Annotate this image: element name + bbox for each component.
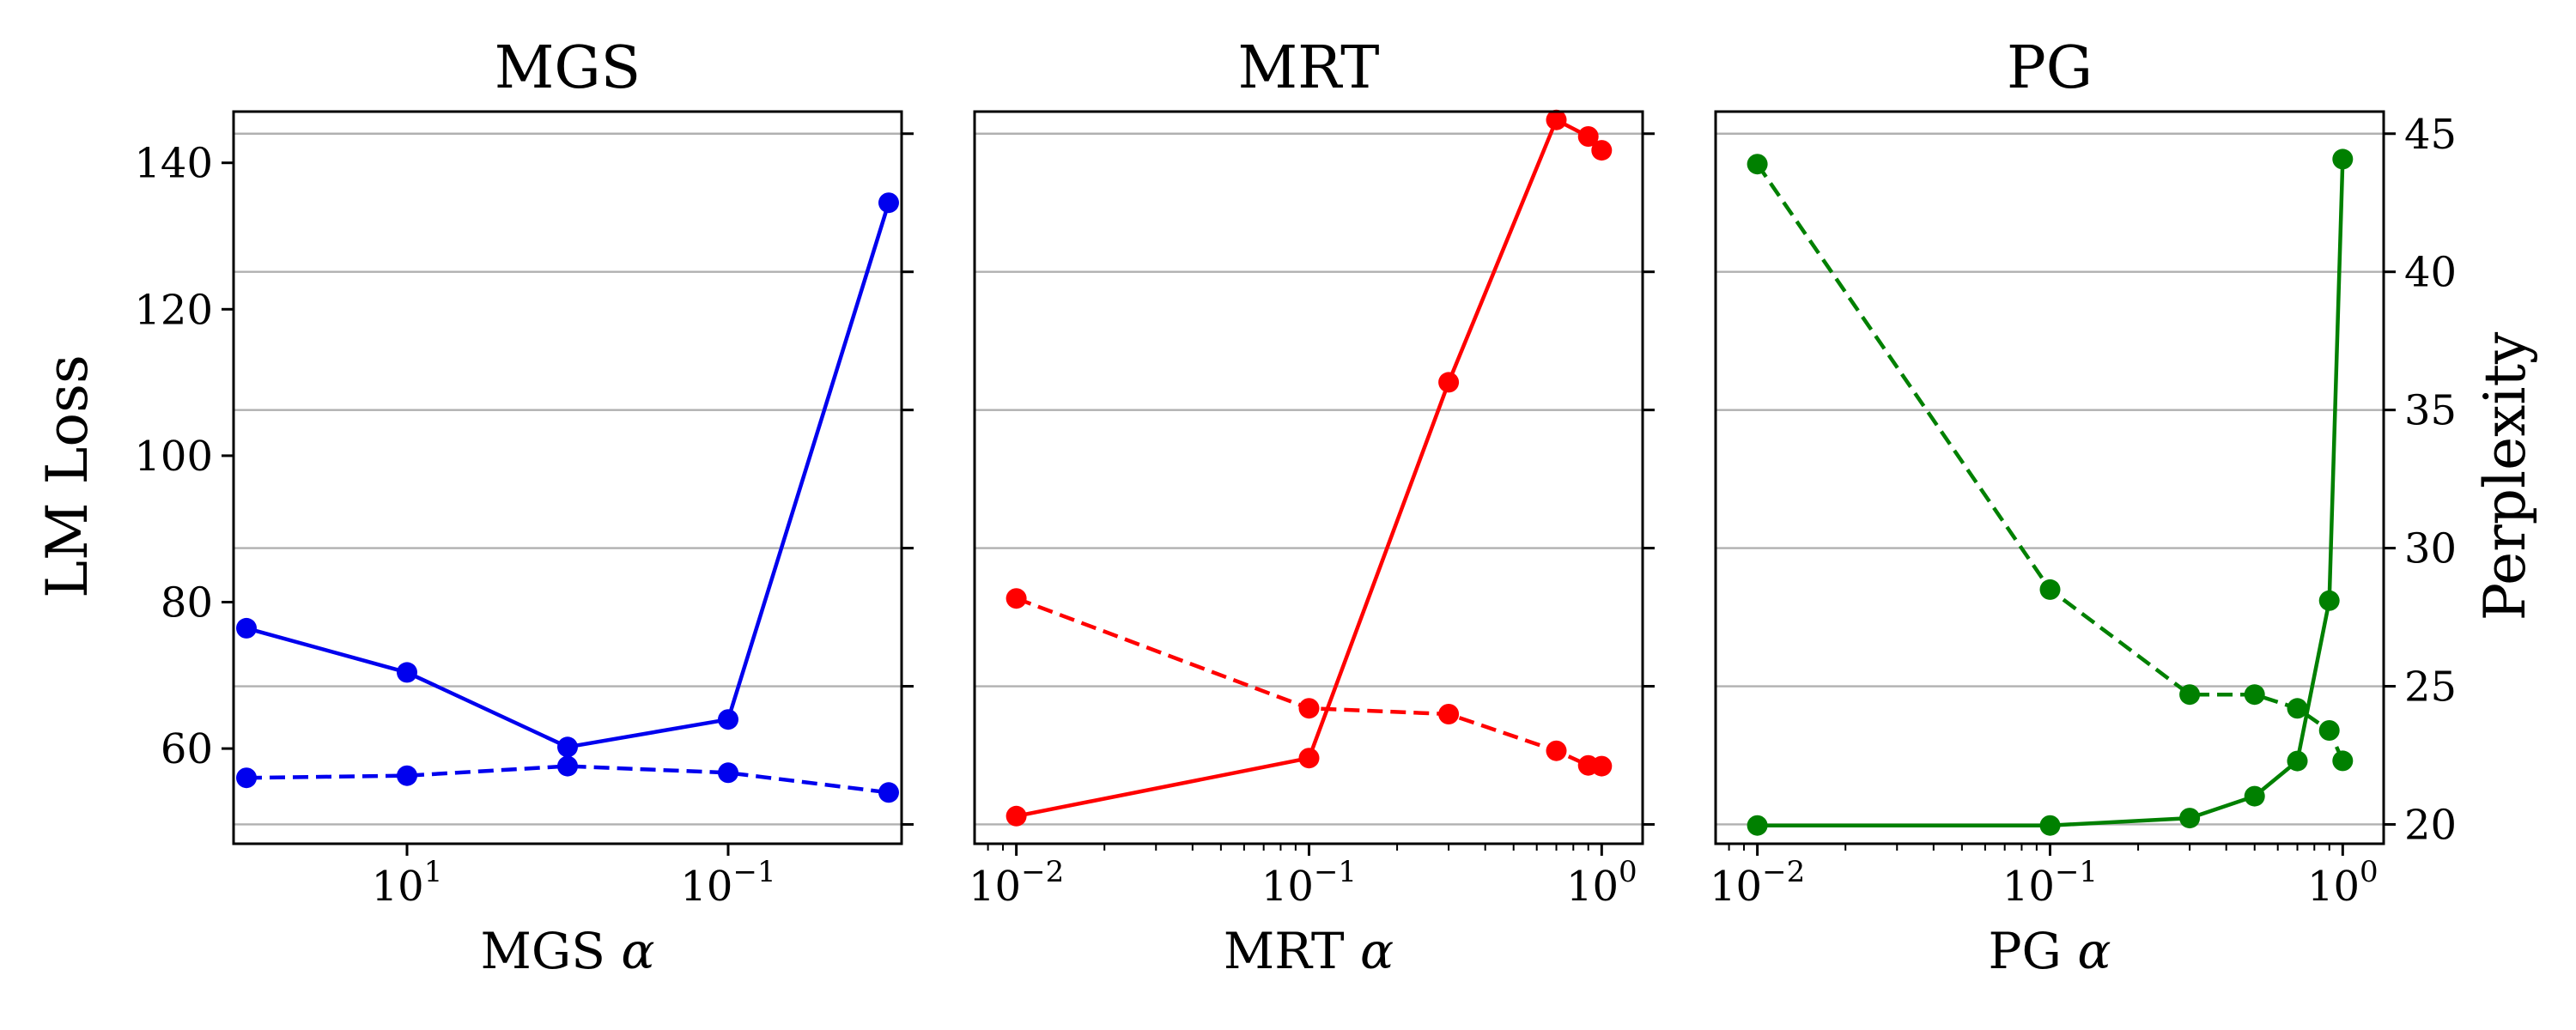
data-point-lm-loss <box>2287 750 2308 772</box>
x-tick-label: 10−1 <box>680 855 775 911</box>
right-tick-label: 25 <box>2404 663 2457 712</box>
data-point-lm-loss <box>878 782 899 803</box>
left-tick-label: 120 <box>134 286 213 334</box>
data-point-lm-loss <box>1546 740 1567 761</box>
left-tick-label: 140 <box>134 140 213 188</box>
right-tick-label: 35 <box>2404 387 2457 435</box>
data-point-lm-loss <box>397 765 417 786</box>
x-tick-label: 10−2 <box>1710 855 1805 911</box>
series-line-perplexity-dashed <box>1755 162 2345 762</box>
data-point-lm-loss <box>236 767 257 789</box>
series-line-lm-loss-solid <box>1757 159 2345 827</box>
data-point-perplexity <box>557 736 578 758</box>
y-axis-label-left: LM Loss <box>34 354 100 598</box>
data-point-perplexity <box>2318 720 2340 741</box>
left-tick-label: 100 <box>134 433 213 481</box>
data-point-perplexity <box>1546 109 1567 130</box>
data-point-lm-loss <box>2318 590 2340 611</box>
panel-title-mgs: MGS <box>495 34 641 102</box>
data-point-lm-loss <box>1298 698 1320 719</box>
x-tick-label: 101 <box>372 855 443 911</box>
data-point-perplexity <box>2287 698 2308 719</box>
data-point-lm-loss <box>1591 755 1613 777</box>
panel-title-mrt: MRT <box>1238 34 1380 102</box>
x-tick-label: 100 <box>1566 855 1637 911</box>
data-point-lm-loss <box>2244 785 2265 807</box>
series-line-lm-loss-dashed <box>1015 597 1602 768</box>
axes-mrt: 10−2 10−1 100 <box>969 109 1655 911</box>
x-tick-label: 10−2 <box>969 855 1064 911</box>
data-point-perplexity <box>236 617 257 639</box>
right-tick-label: 40 <box>2404 249 2457 297</box>
panel-mrt: MRT MRT α 10−2 10−1 100 <box>969 34 1655 980</box>
data-point-perplexity <box>1438 372 1460 393</box>
panel-title-pg: PG <box>2007 34 2093 102</box>
panel-pg: PG PG α Perplexity 20 25 30 35 40 45 10−2 10−1 1… <box>1710 34 2538 980</box>
plot-frame <box>973 110 1644 845</box>
x-axis-label-mrt: MRT α <box>1224 922 1394 980</box>
right-tick-label: 45 <box>2404 111 2457 159</box>
data-point-lm-loss <box>1747 815 1768 836</box>
x-tick-label: 10−1 <box>2002 855 2098 911</box>
axes-pg: 20 25 30 35 40 45 10−2 10−1 100 <box>1710 110 2457 911</box>
data-point-lm-loss <box>718 762 738 784</box>
x-axis-label-mgs: MGS α <box>480 922 654 980</box>
x-tick-label: 10−1 <box>1261 855 1357 911</box>
x-axis-label-pg: PG α <box>1989 922 2111 980</box>
x-tick-label: 100 <box>2307 855 2379 911</box>
data-point-perplexity <box>2244 684 2265 706</box>
data-point-perplexity <box>1747 154 1768 175</box>
data-point-perplexity <box>1591 140 1613 161</box>
data-point-lm-loss <box>2332 148 2354 170</box>
data-point-perplexity <box>1577 126 1599 147</box>
data-point-perplexity <box>1005 805 1027 827</box>
plot-frame <box>1714 110 2385 845</box>
left-tick-label: 80 <box>161 579 213 627</box>
data-point-lm-loss <box>557 755 578 777</box>
data-point-lm-loss <box>1005 588 1027 609</box>
plot-frame <box>232 110 903 845</box>
data-point-perplexity <box>878 192 899 214</box>
data-point-perplexity <box>397 662 417 683</box>
data-point-lm-loss <box>1438 704 1460 724</box>
series-line-lm-loss-dashed <box>246 764 890 795</box>
left-tick-label: 60 <box>161 725 213 773</box>
axes-mgs: 60 80 100 120 140 101 10−1 <box>134 110 914 911</box>
y-axis-label-right: Perplexity <box>2472 331 2538 621</box>
data-point-perplexity <box>2332 750 2354 772</box>
data-point-perplexity <box>718 709 738 730</box>
data-point-perplexity <box>2179 684 2201 706</box>
series-line-perplexity-solid <box>246 202 891 749</box>
right-tick-label: 30 <box>2404 525 2457 573</box>
data-point-perplexity <box>2039 579 2061 600</box>
right-tick-label: 20 <box>2404 801 2457 849</box>
data-point-lm-loss <box>2039 815 2061 836</box>
data-point-lm-loss <box>2179 808 2201 829</box>
panel-mgs: MGS MGS α LM Loss 60 80 100 120 140 101 10−1 <box>34 34 914 980</box>
data-point-perplexity <box>1298 748 1320 769</box>
